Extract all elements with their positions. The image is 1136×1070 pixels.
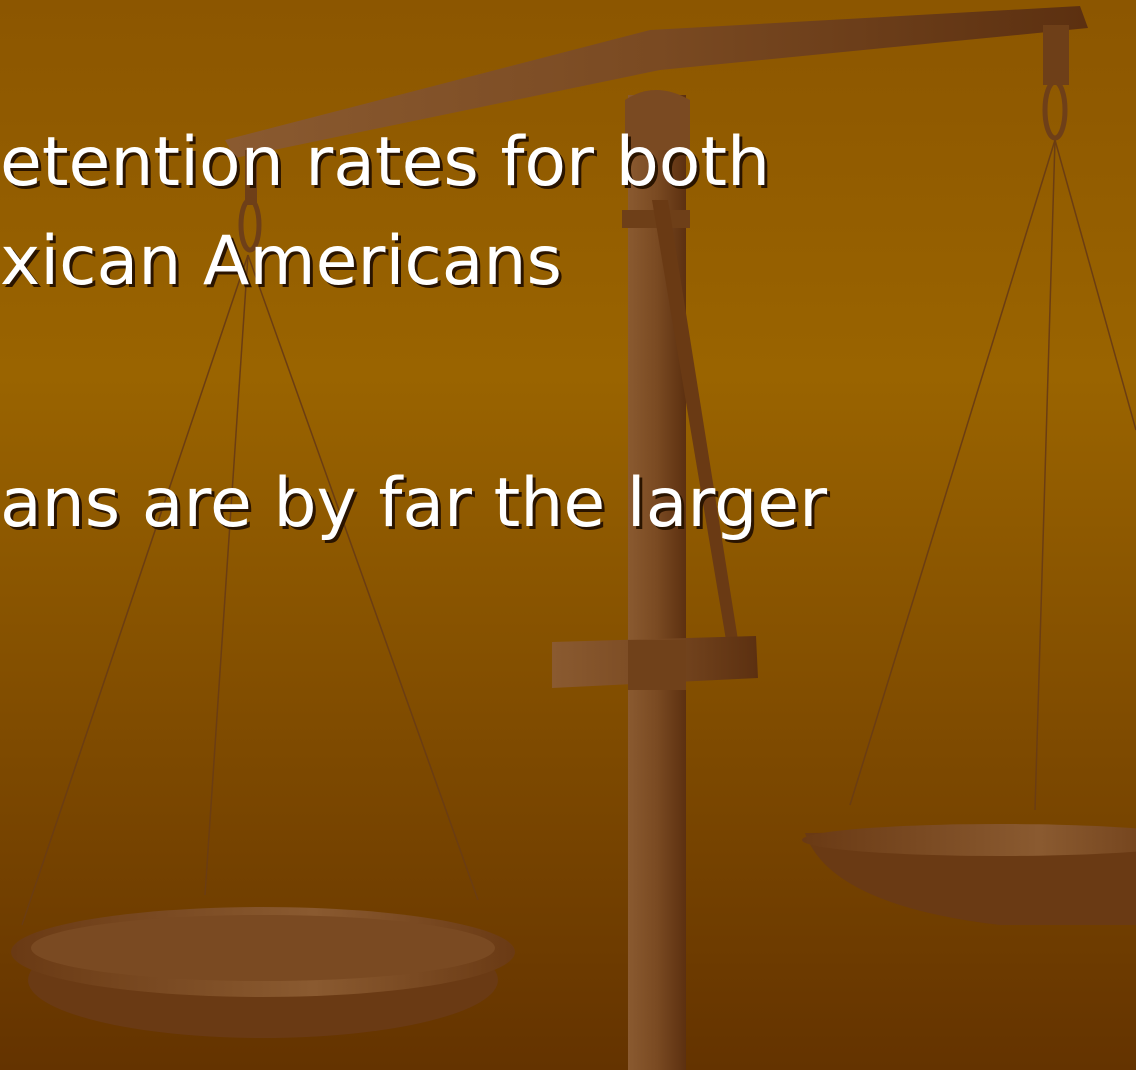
bullet-line: etention rates for both [0,123,770,202]
bullet-line: xican Americans [0,222,562,301]
bullet-line: ans are by far the larger [0,464,827,543]
slide: etention rates for both etention rates f… [0,0,1136,1070]
